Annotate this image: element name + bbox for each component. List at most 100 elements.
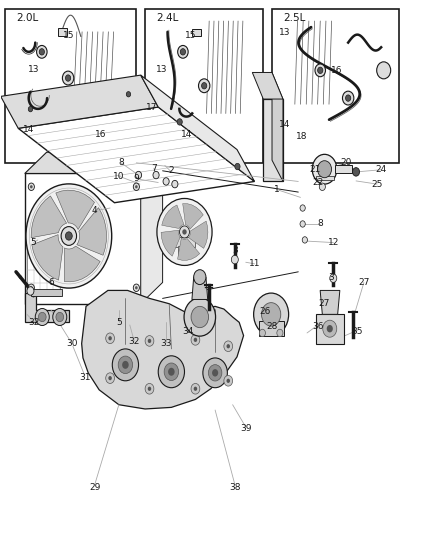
- Circle shape: [311, 155, 336, 184]
- Circle shape: [322, 320, 336, 337]
- Text: 25: 25: [371, 180, 382, 189]
- Circle shape: [301, 237, 307, 243]
- Text: 3: 3: [328, 273, 333, 281]
- Circle shape: [152, 171, 159, 179]
- Text: 4: 4: [92, 206, 97, 215]
- Circle shape: [135, 185, 138, 188]
- Circle shape: [329, 274, 336, 282]
- Text: 28: 28: [266, 321, 277, 330]
- Text: 16: 16: [95, 130, 106, 139]
- Polygon shape: [177, 238, 199, 260]
- Text: 11: 11: [248, 260, 260, 268]
- Circle shape: [168, 368, 174, 376]
- Circle shape: [133, 183, 139, 190]
- Polygon shape: [32, 235, 63, 280]
- Circle shape: [26, 184, 111, 288]
- Circle shape: [299, 221, 304, 227]
- Text: 14: 14: [180, 130, 192, 139]
- Circle shape: [261, 303, 280, 326]
- Text: 13: 13: [278, 28, 290, 37]
- Circle shape: [135, 171, 141, 179]
- Polygon shape: [161, 205, 184, 229]
- Circle shape: [148, 339, 151, 343]
- Circle shape: [106, 333, 114, 344]
- Circle shape: [106, 373, 114, 383]
- Polygon shape: [31, 196, 67, 238]
- Circle shape: [317, 161, 331, 177]
- Circle shape: [345, 95, 350, 101]
- Circle shape: [118, 356, 132, 374]
- Circle shape: [352, 167, 359, 176]
- Polygon shape: [191, 277, 207, 300]
- Polygon shape: [141, 152, 162, 304]
- Circle shape: [259, 329, 265, 337]
- Text: 39: 39: [240, 424, 251, 433]
- Text: 5: 5: [116, 318, 121, 327]
- Circle shape: [184, 298, 215, 336]
- Circle shape: [164, 363, 178, 381]
- Circle shape: [193, 338, 197, 342]
- Text: 9: 9: [133, 174, 139, 183]
- Polygon shape: [252, 72, 283, 99]
- Text: 2.4L: 2.4L: [155, 13, 178, 23]
- Text: 7: 7: [151, 164, 156, 173]
- FancyBboxPatch shape: [315, 314, 343, 344]
- Text: 10: 10: [113, 172, 124, 181]
- Circle shape: [39, 312, 46, 322]
- Circle shape: [276, 329, 283, 337]
- Circle shape: [326, 325, 332, 333]
- Text: 3: 3: [231, 246, 237, 255]
- Circle shape: [201, 83, 206, 89]
- Text: 21: 21: [308, 165, 320, 174]
- Circle shape: [30, 185, 32, 188]
- Circle shape: [314, 64, 325, 77]
- Circle shape: [208, 365, 221, 381]
- Circle shape: [36, 45, 47, 58]
- Circle shape: [62, 71, 74, 85]
- Text: 15: 15: [185, 31, 196, 40]
- Circle shape: [39, 49, 44, 55]
- Text: 29: 29: [89, 482, 100, 491]
- Text: 33: 33: [160, 339, 171, 348]
- Circle shape: [156, 198, 212, 265]
- Polygon shape: [272, 72, 283, 181]
- Circle shape: [198, 79, 209, 93]
- Circle shape: [212, 369, 218, 376]
- Circle shape: [162, 177, 169, 185]
- Circle shape: [193, 386, 197, 391]
- Circle shape: [56, 312, 64, 322]
- Circle shape: [126, 92, 131, 97]
- Polygon shape: [188, 221, 208, 248]
- Text: 8: 8: [118, 158, 124, 167]
- Text: 5: 5: [31, 238, 36, 247]
- Polygon shape: [18, 107, 254, 203]
- Text: 1: 1: [273, 185, 279, 194]
- Circle shape: [202, 358, 227, 387]
- Text: 14: 14: [23, 125, 35, 134]
- Polygon shape: [319, 290, 339, 314]
- Circle shape: [133, 284, 139, 292]
- FancyBboxPatch shape: [31, 289, 62, 296]
- FancyBboxPatch shape: [272, 9, 398, 163]
- Polygon shape: [81, 290, 243, 409]
- Circle shape: [342, 91, 353, 105]
- FancyBboxPatch shape: [192, 29, 201, 36]
- Circle shape: [226, 378, 230, 383]
- Text: 27: 27: [318, 299, 329, 308]
- Polygon shape: [64, 246, 100, 282]
- Circle shape: [65, 232, 72, 240]
- Circle shape: [193, 270, 205, 285]
- Text: 2.0L: 2.0L: [16, 13, 38, 23]
- Polygon shape: [25, 293, 68, 322]
- Polygon shape: [315, 176, 333, 180]
- Text: 16: 16: [330, 67, 342, 75]
- FancyBboxPatch shape: [258, 321, 284, 336]
- Circle shape: [27, 287, 34, 295]
- Text: 12: 12: [327, 238, 338, 247]
- Text: 34: 34: [182, 327, 193, 336]
- Circle shape: [223, 341, 232, 352]
- Text: 20: 20: [340, 158, 351, 167]
- Text: 13: 13: [28, 66, 39, 74]
- Circle shape: [112, 349, 138, 381]
- Circle shape: [145, 336, 153, 346]
